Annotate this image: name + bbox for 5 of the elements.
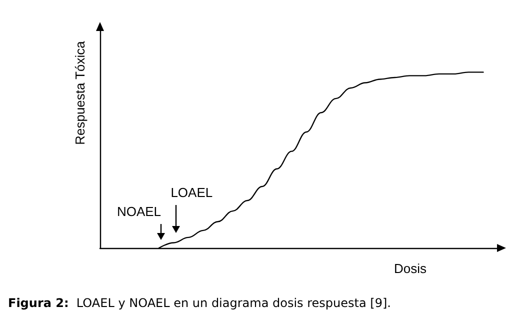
annotation: LOAEL [170,185,213,200]
text: Figura 2: LOAEL y NOAEL en un diagrama dosis respuesta [9]. [8,296,391,310]
x-axis-title: Dosis [394,261,428,276]
annotation: NOAEL [116,204,162,219]
y-axis-title: Respuesta Tóxica [72,40,88,145]
